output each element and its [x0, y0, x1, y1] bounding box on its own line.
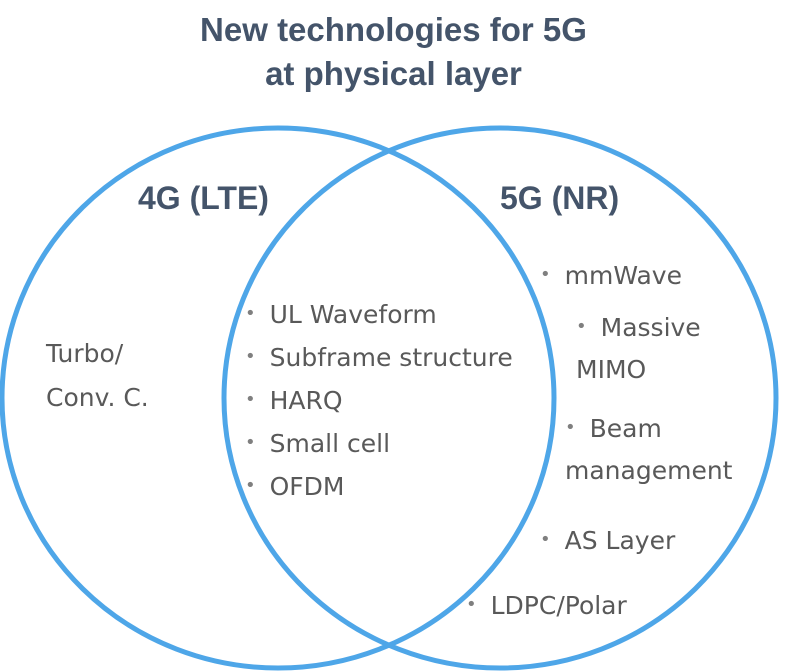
item-as-layer: • AS Layer: [540, 524, 675, 557]
bullet-icon: •: [245, 346, 256, 367]
set-label-4g: 4G (LTE): [138, 180, 269, 216]
bullet-icon: •: [565, 417, 576, 438]
item-massive-label: Massive: [600, 313, 701, 342]
bullet-icon: •: [245, 389, 256, 410]
item-ldpc-label: LDPC/Polar: [490, 591, 627, 620]
item-beam-management-line2: management: [565, 456, 733, 485]
title-line-1: New technologies for 5G: [200, 11, 587, 48]
overlap-item: • OFDM: [245, 470, 345, 503]
overlap-item: • Small cell: [245, 427, 390, 460]
item-massive-mimo: • Massive: [576, 311, 701, 344]
item-mmwave-label: mmWave: [564, 261, 682, 290]
overlap-item: • UL Waveform: [245, 298, 437, 331]
bullet-icon: •: [540, 264, 551, 285]
title-line-2: at physical layer: [265, 55, 522, 92]
diagram-title: New technologies for 5G at physical laye…: [0, 8, 787, 96]
item-mmwave: • mmWave: [540, 259, 682, 292]
bullet-icon: •: [245, 303, 256, 324]
circle-5g: [221, 125, 779, 671]
overlap-item: • Subframe structure: [245, 341, 513, 374]
overlap-item: • HARQ: [245, 384, 343, 417]
set-label-5g: 5G (NR): [500, 180, 620, 216]
circle-4g: [0, 125, 557, 671]
overlap-item-label: UL Waveform: [269, 300, 437, 329]
item-turbo-line2: Conv. C.: [46, 383, 149, 412]
item-massive-mimo-line2: MIMO: [576, 355, 647, 384]
item-as-layer-label: AS Layer: [564, 526, 676, 555]
item-beam-label: Beam: [589, 414, 662, 443]
overlap-item-label: HARQ: [269, 386, 343, 415]
bullet-icon: •: [576, 316, 587, 337]
bullet-icon: •: [245, 432, 256, 453]
bullet-icon: •: [245, 475, 256, 496]
bullet-icon: •: [540, 529, 551, 550]
item-turbo-line1: Turbo/: [46, 339, 124, 368]
bullet-icon: •: [466, 594, 477, 615]
overlap-item-label: OFDM: [269, 472, 345, 501]
overlap-item-label: Subframe structure: [269, 343, 513, 372]
overlap-item-label: Small cell: [269, 429, 391, 458]
item-beam-management: • Beam: [565, 412, 662, 445]
item-ldpc-polar: • LDPC/Polar: [466, 589, 627, 622]
